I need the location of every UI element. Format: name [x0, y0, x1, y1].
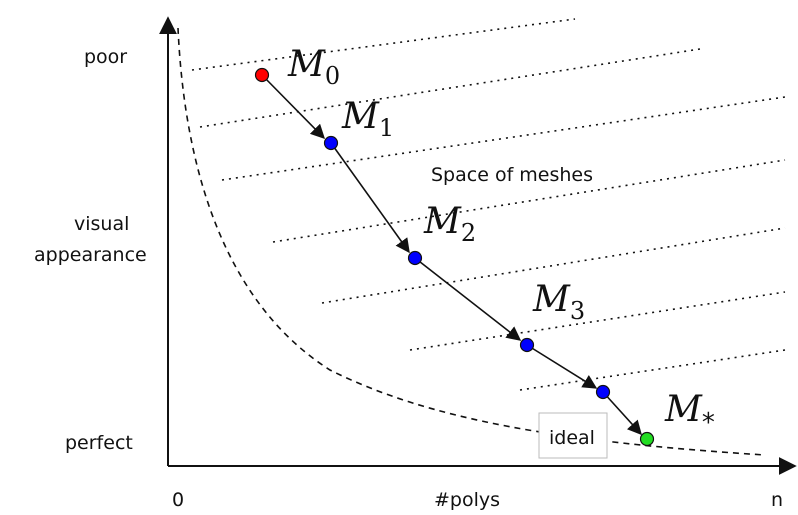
- ideal-label: ideal: [549, 427, 595, 449]
- y-label-appearance: appearance: [34, 244, 147, 266]
- mesh-node-m0: [254, 67, 270, 83]
- y-label-poor: poor: [84, 46, 127, 68]
- mesh-label-m1: M1: [341, 96, 394, 142]
- dotted-line: [199, 48, 701, 128]
- dotted-line: [191, 18, 576, 71]
- x-label-n: n: [771, 489, 783, 511]
- mesh-label-m2: M2: [423, 201, 476, 247]
- path-arrow-3-4: [526, 344, 598, 389]
- x-label-polys: #polys: [434, 489, 500, 511]
- path-arrow-2-3: [414, 257, 522, 341]
- mesh-label-m3: M3: [532, 279, 585, 325]
- mesh-label-m0: M0: [287, 44, 340, 90]
- mesh-node-mstar: [639, 431, 655, 447]
- y-label-visual: visual: [74, 213, 129, 235]
- path-arrow-0-1: [261, 74, 326, 140]
- space-of-meshes-label: Space of meshes: [431, 164, 593, 186]
- ideal-box: [538, 412, 608, 459]
- mesh-label-mstar: M*: [664, 389, 715, 438]
- dotted-line: [519, 349, 786, 391]
- mesh-node-m3: [519, 337, 535, 353]
- dotted-line: [321, 227, 786, 304]
- path-arrow-4-star: [602, 391, 642, 436]
- mesh-nodes: [254, 67, 655, 447]
- x-label-zero: 0: [172, 489, 184, 511]
- path-arrow-1-2: [330, 142, 410, 254]
- y-label-perfect: perfect: [65, 432, 133, 454]
- dotted-line: [272, 159, 786, 243]
- mesh-labels: M0 M1 M2 M3 M*: [287, 44, 715, 438]
- mesh-node-m2: [407, 250, 423, 266]
- simplification-path: [261, 74, 642, 436]
- mesh-node-m1: [323, 135, 339, 151]
- mesh-node-m4: [595, 384, 611, 400]
- dotted-line: [409, 291, 786, 351]
- mesh-space-dotted-lines: [191, 18, 786, 391]
